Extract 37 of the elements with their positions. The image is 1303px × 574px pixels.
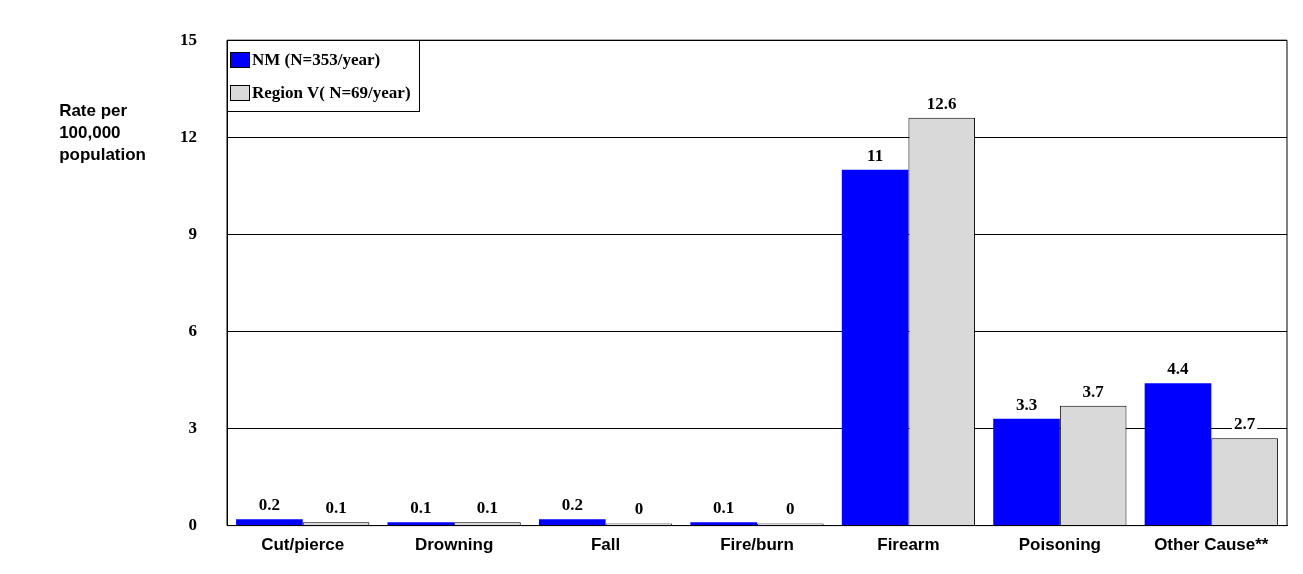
data-label: 0 [634,499,644,519]
bar [387,522,455,526]
bar [1144,383,1212,526]
y-tick-label: 15 [180,29,197,49]
bar [690,522,757,526]
y-tick-label: 9 [188,223,197,243]
data-label: 0 [786,499,795,519]
data-label: 3.7 [1082,381,1105,401]
x-tick-label: Poisoning [1018,535,1101,555]
data-label: 0.1 [476,498,499,518]
bar [236,519,303,526]
y-tick-label: 3 [188,417,197,437]
x-tick-label: Firearm [877,535,940,555]
data-label: 3.3 [1015,394,1038,414]
data-label: 0.1 [410,498,432,518]
data-label: 4.4 [1167,359,1190,379]
y-tick-label: 6 [188,320,197,340]
x-tick-label: Fire/burn [720,535,794,555]
legend-label: NM (N=353/year) [252,49,381,70]
bar [993,418,1060,526]
data-label: 0.2 [258,495,281,515]
y-tick-label: 12 [180,126,197,146]
data-label: 0.2 [561,495,583,515]
data-label: 2.7 [1233,414,1256,434]
y-tick-label: 0 [188,514,197,534]
bar [841,169,909,526]
x-tick-label: Other Cause** [1154,535,1269,555]
x-tick-label: Drowning [414,535,494,555]
data-label: 12.6 [926,93,957,113]
legend-label: Region V( N=69/year) [252,82,411,103]
x-tick-label: Cut/pierce [261,535,345,555]
data-label: 0.1 [713,498,735,518]
bar [538,519,606,526]
data-label: 11 [867,145,884,165]
data-label: 0.1 [325,498,347,518]
x-tick-label: Fall [590,535,621,555]
y-axis-title: Rate per 100,000 population [59,100,146,166]
